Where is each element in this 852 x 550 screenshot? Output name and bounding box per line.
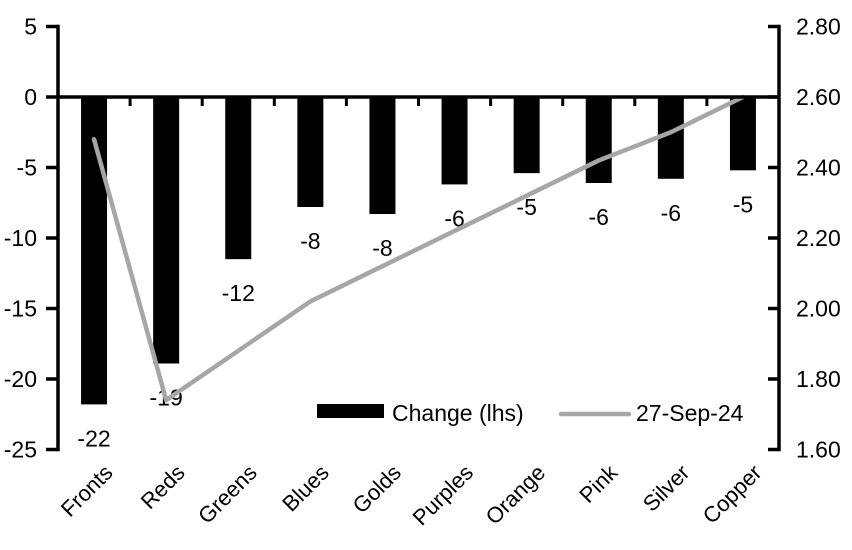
bar-data-label: -8 [300,228,320,254]
category-label-greens: Greens [193,460,262,529]
category-label-silver: Silver [638,460,695,517]
right-axis-tick-label: 1.80 [796,366,841,392]
bar-orange [513,97,540,174]
bar-data-label: -6 [444,205,464,231]
series-line-27-sep-24 [91,94,746,403]
left-axis-tick-label: 5 [24,14,37,40]
left-axis-tick-label: 0 [24,84,37,110]
left-axis-tick-label: -5 [17,155,37,181]
right-axis-tick-label: 2.40 [796,155,841,181]
category-label-copper: Copper [698,460,767,529]
bar-data-label: -6 [589,204,609,230]
bar-data-label: -22 [77,425,110,451]
bar-data-label: -6 [661,200,681,226]
right-axis-tick-label: 2.20 [796,225,841,251]
category-label-orange: Orange [481,460,551,530]
bar-fronts [81,97,108,405]
right-axis-tick-label: 2.00 [796,296,841,322]
category-label-blues: Blues [277,460,334,517]
bar-copper [729,97,756,171]
left-axis-tick-label: -15 [4,296,37,322]
legend-label-change-lhs: Change (lhs) [392,400,524,426]
right-axis-tick-label: 2.60 [796,84,841,110]
bar-purples [441,97,468,185]
bar-blues [297,97,324,207]
left-axis-tick-label: -20 [4,366,37,392]
right-axis-tick-label: 1.60 [796,437,841,463]
category-label-pink: Pink [574,459,623,508]
category-label-fronts: Fronts [56,460,118,522]
legend-bar-swatch [317,404,384,418]
left-axis-tick-label: -10 [4,225,37,251]
left-axis-tick-label: -25 [4,437,37,463]
bar-data-label: -5 [733,191,753,217]
legend-label-27-sep-24: 27-Sep-24 [636,400,744,426]
category-label-golds: Golds [348,460,406,518]
bar-pink [585,97,612,184]
bar-reds [153,97,180,364]
category-label-reds: Reds [136,460,190,514]
bar-greens [225,97,252,260]
bar-data-label: -12 [222,280,255,306]
bar-golds [369,97,396,215]
right-axis-tick-label: 2.80 [796,14,841,40]
category-label-purples: Purples [408,460,478,530]
bar-data-label: -8 [372,235,392,261]
